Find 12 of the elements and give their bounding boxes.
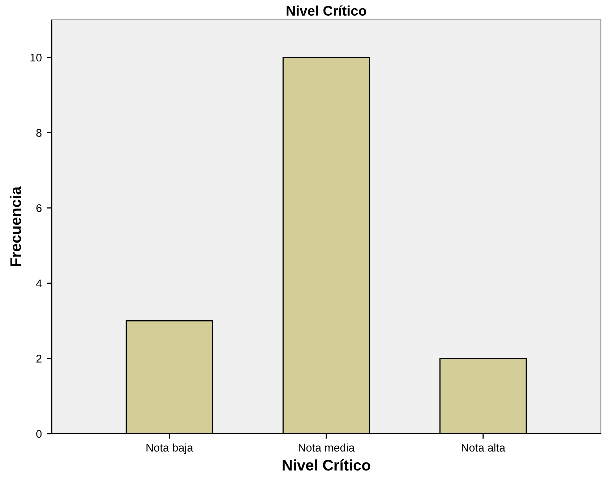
y-tick-label: 10: [30, 54, 42, 62]
y-tick-label: 6: [36, 204, 42, 212]
y-axis-title: Frecuencia: [10, 186, 22, 266]
x-axis-title: Nivel Crítico: [282, 460, 370, 471]
x-tick-label: Nota baja: [146, 444, 194, 454]
y-tick-label: 0: [36, 430, 42, 438]
y-tick-label: 8: [36, 129, 42, 138]
x-tick-label: Nota alta: [462, 444, 506, 452]
x-tick-label: Nota media: [299, 444, 355, 452]
y-tick-label: 4: [36, 280, 42, 288]
y-tick-label: 2: [36, 354, 42, 363]
chart-title: Nivel Crítico: [286, 6, 366, 16]
